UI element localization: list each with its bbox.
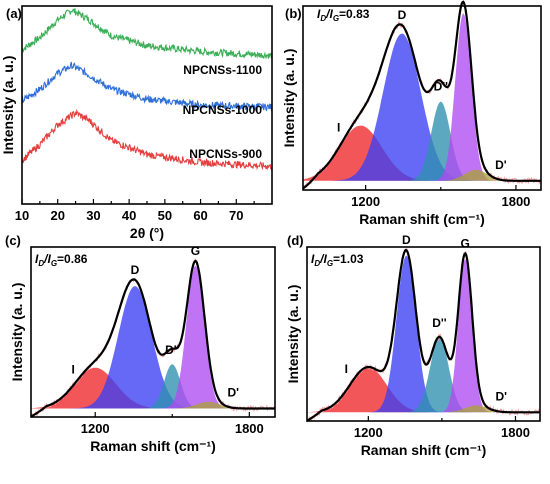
ratio-part: I xyxy=(47,252,51,266)
fitted-envelope xyxy=(306,249,540,422)
peak-label: D' xyxy=(495,389,507,403)
ratio-part: I xyxy=(329,7,333,21)
peak-label: G xyxy=(461,236,470,250)
peak-label: D'' xyxy=(434,80,449,94)
x-tick-label: 50 xyxy=(158,208,172,223)
peak-4 xyxy=(307,405,540,413)
y-axis-label: Intensity (a. u.) xyxy=(285,285,301,384)
x-tick-label: 1800 xyxy=(235,421,264,436)
ratio-part: =0.83 xyxy=(339,7,370,21)
ratio-part: G xyxy=(333,14,339,23)
series-npcnss-1000: NPCNSs-1000 xyxy=(21,61,273,117)
ratio-part: D xyxy=(38,259,44,268)
x-axis-label: 2θ (°) xyxy=(130,225,164,241)
peak-label: D' xyxy=(495,158,507,172)
ratio-part: D xyxy=(314,259,320,268)
x-tick-label: 1800 xyxy=(501,194,530,209)
x-tick-label: 60 xyxy=(193,208,207,223)
x-axis-label: Raman shift (cm⁻¹) xyxy=(90,438,216,454)
ratio-label: ID/IG=0.86 xyxy=(35,252,88,268)
x-tick-label: 40 xyxy=(122,208,136,223)
x-tick-label: 1200 xyxy=(81,421,110,436)
plot-frame xyxy=(306,246,541,422)
ratio-part: G xyxy=(51,259,57,268)
peak-4 xyxy=(31,401,275,409)
peak-label: D xyxy=(131,263,140,277)
panel-letter: (d) xyxy=(287,233,304,248)
series-npcnss-900: NPCNSs-900 xyxy=(21,108,273,171)
peak-label: I xyxy=(72,363,75,377)
peak-4 xyxy=(303,169,541,181)
peak-label: D'' xyxy=(165,343,180,357)
peak-label: I xyxy=(345,362,348,376)
peak-1 xyxy=(31,286,275,409)
x-tick-label: 1200 xyxy=(351,194,380,209)
plot-frame xyxy=(302,5,542,191)
fitted-envelope xyxy=(302,0,541,190)
series-label: NPCNSs-900 xyxy=(189,147,262,161)
x-axis-label: Raman shift (cm⁻¹) xyxy=(359,211,485,227)
y-axis-label: Intensity (a. u.) xyxy=(281,49,297,148)
x-tick-label: 1200 xyxy=(354,425,383,440)
x-tick-label: 20 xyxy=(50,208,64,223)
x-tick-label: 70 xyxy=(229,208,243,223)
fitted-envelope xyxy=(30,259,275,418)
panel-a: NPCNSs-1100 NPCNSs-1000 NPCNSs-900 10 20 30 40… xyxy=(0,5,273,241)
peak-0 xyxy=(31,367,275,409)
peak-label: D xyxy=(398,8,407,22)
series-line xyxy=(21,108,273,171)
peak-label: D'' xyxy=(432,316,447,330)
ratio-part: =0.86 xyxy=(57,252,88,266)
peak-label: I xyxy=(337,121,340,135)
panel-letter: (a) xyxy=(6,6,22,21)
plot-frame xyxy=(30,246,276,418)
peak-1 xyxy=(303,33,541,181)
x-axis-label: Raman shift (cm⁻¹) xyxy=(361,442,487,458)
ratio-label: ID/IG=1.03 xyxy=(311,252,364,268)
ratio-label: ID/IG=0.83 xyxy=(317,7,370,23)
ratio-part: D xyxy=(320,14,326,23)
ratio-part: / xyxy=(325,7,331,21)
series-line xyxy=(21,8,273,59)
peak-1 xyxy=(307,255,540,413)
series-line xyxy=(21,61,273,112)
panel-letter: (b) xyxy=(285,6,302,21)
ratio-part: I xyxy=(317,7,321,21)
x-tick-label: 1800 xyxy=(501,425,530,440)
x-tick-label: 30 xyxy=(86,208,100,223)
ratio-part: I xyxy=(323,252,327,266)
series-npcnss-1100: NPCNSs-1100 xyxy=(21,8,273,77)
ratio-part: G xyxy=(327,259,333,268)
ratio-part: I xyxy=(35,252,39,266)
y-axis-label: Intensity (a. u.) xyxy=(9,283,25,382)
ratio-part: / xyxy=(319,252,325,266)
series-label: NPCNSs-1100 xyxy=(183,63,262,77)
peak-label: G xyxy=(191,244,200,258)
x-tick-label: 10 xyxy=(15,208,29,223)
ratio-part: / xyxy=(43,252,49,266)
ratio-part: =1.03 xyxy=(333,252,364,266)
peak-2 xyxy=(307,337,540,413)
peak-0 xyxy=(307,367,540,413)
peak-label: D xyxy=(402,233,411,247)
series-label: NPCNSs-1000 xyxy=(183,103,263,117)
peak-label: D' xyxy=(227,386,239,400)
panel-letter: (c) xyxy=(5,233,21,248)
ratio-part: I xyxy=(311,252,315,266)
y-axis-label: Intensity (a. u.) xyxy=(0,56,16,155)
